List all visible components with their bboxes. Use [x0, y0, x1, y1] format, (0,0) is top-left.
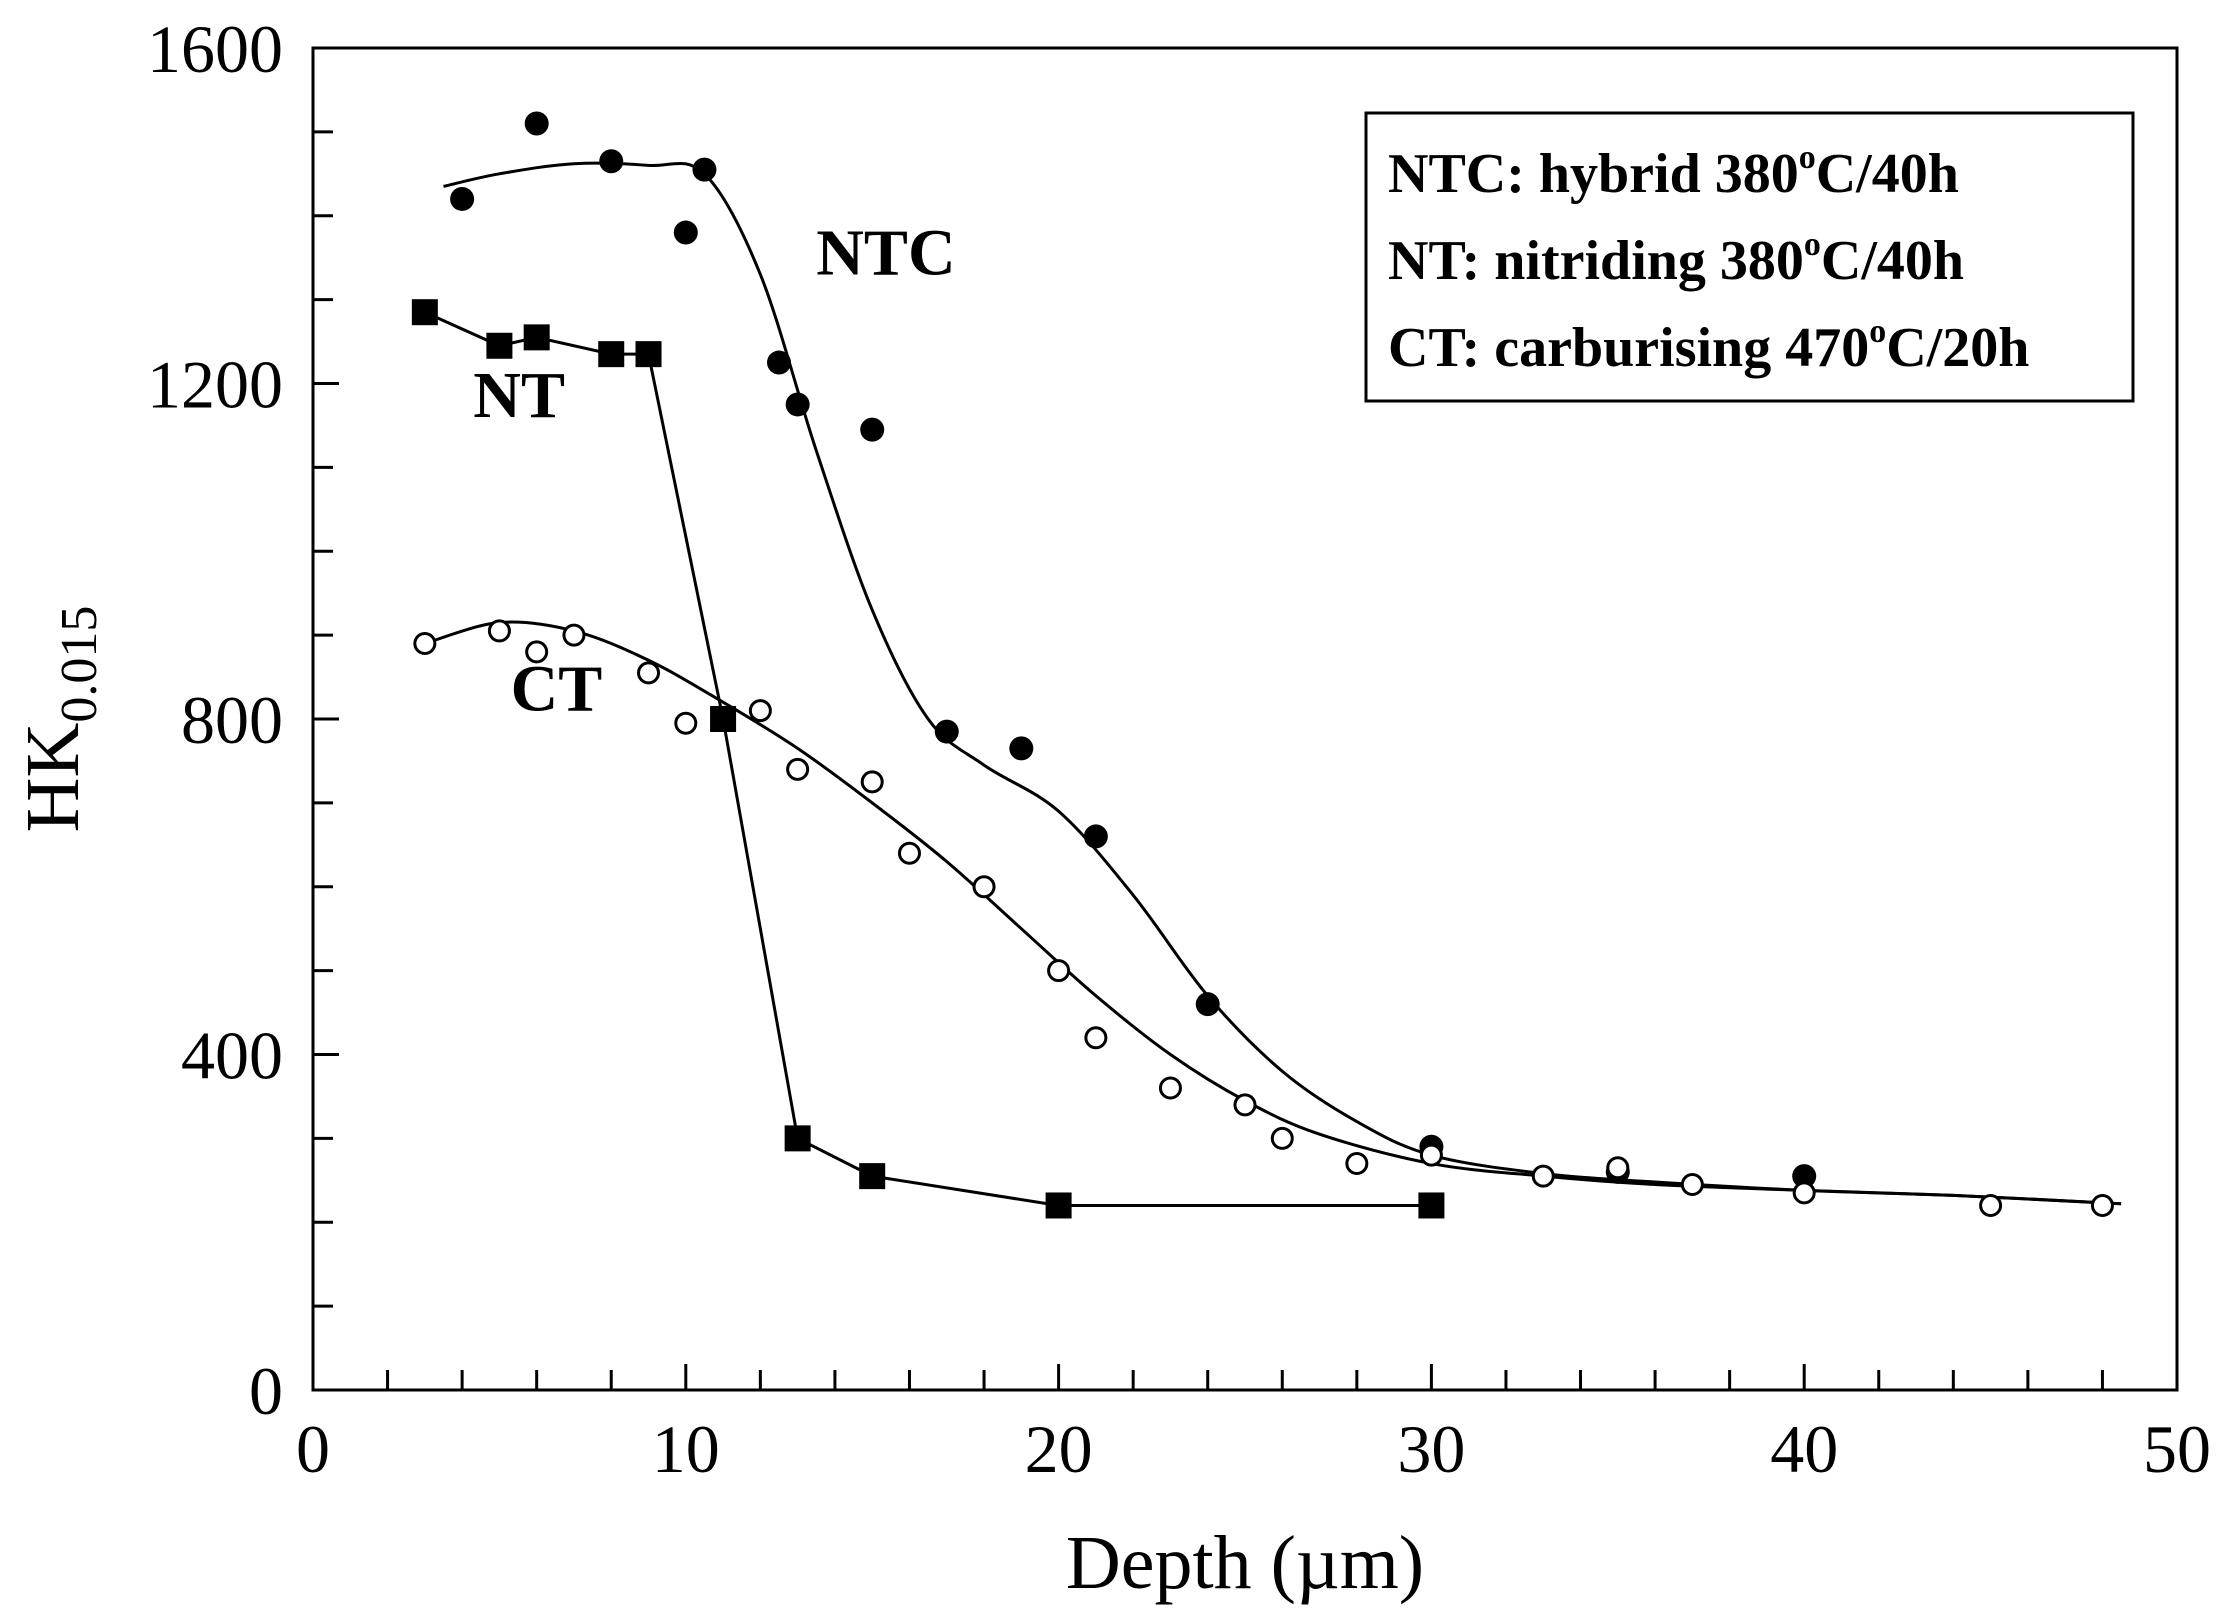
legend-entry-nt-label: NT: nitriding 380	[1388, 230, 1804, 292]
series-ntc-point	[1009, 736, 1034, 761]
legend-entry-ntc-sup: o	[1799, 139, 1816, 176]
label-layer: 0 10 20 30 40 50 0 400 800 1200 1600 NTC NT CT	[147, 11, 2211, 1487]
series-ct-point	[1531, 1164, 1555, 1188]
series-ct-point	[1158, 1076, 1182, 1100]
series-ct-point	[562, 623, 586, 647]
legend-entry-nt-sup: o	[1804, 226, 1821, 263]
legend-entry-ntc-suffix: C/40h	[1816, 143, 1959, 205]
series-ntc-point	[934, 719, 959, 744]
x-tick-label: 0	[296, 1411, 330, 1487]
series-ntc-point	[1792, 1164, 1817, 1189]
series-ct-point	[972, 875, 996, 899]
x-tick-label: 30	[1397, 1411, 1465, 1487]
series-ct-point	[748, 699, 772, 723]
series-ct-fit-line	[424, 620, 2122, 1206]
x-tick-label: 50	[2143, 1411, 2211, 1487]
y-axis-title-main: HK	[11, 723, 95, 833]
x-axis-title: Depth (µm)	[1066, 1521, 1424, 1605]
legend-entry-ntc: NTC: hybrid 380oC/40h	[1388, 139, 1959, 205]
series-ntc-point	[692, 157, 717, 182]
series-ct-point	[1792, 1181, 1816, 1205]
series-ct-point	[1419, 1143, 1443, 1167]
x-tick-label: 10	[652, 1411, 720, 1487]
series-ct-point	[413, 632, 437, 656]
series-nt	[411, 299, 1445, 1219]
series-label-ntc: NTC	[816, 216, 955, 289]
legend-entry-ct-label: CT: carburising 470	[1388, 317, 1869, 379]
series-ct-point	[786, 757, 810, 781]
legend-entry-ct-sup: o	[1869, 313, 1886, 350]
series-ntc-point	[860, 417, 885, 442]
series-nt-line	[424, 310, 1432, 1207]
series-nt-point	[1045, 1192, 1072, 1219]
series-ntc-point	[785, 392, 810, 417]
series-ct	[413, 619, 2122, 1217]
series-ntc-point	[767, 350, 791, 375]
series-nt-point	[859, 1163, 886, 1190]
series-ct-point	[487, 619, 511, 643]
y-tick-label: 1600	[147, 11, 283, 87]
x-tick-label: 20	[1025, 1411, 1093, 1487]
series-ct-point	[1606, 1156, 1630, 1180]
legend-entry-ct: CT: carburising 470oC/20h	[1388, 313, 2029, 379]
series-ct-point	[1233, 1093, 1257, 1117]
series-nt-point	[486, 332, 513, 359]
series-ct-point	[1047, 959, 1071, 983]
series-ct-point	[1680, 1173, 1704, 1197]
series-nt-point	[784, 1125, 811, 1152]
y-tick-label: 800	[181, 682, 283, 758]
series-ntc-point	[1083, 824, 1108, 849]
series-ct-point	[1979, 1193, 2003, 1217]
legend-entry-ct-suffix: C/20h	[1886, 317, 2029, 379]
legend: NTC: hybrid 380oC/40h NT: nitriding 380o…	[1364, 111, 2135, 403]
x-tick-label: 40	[1770, 1411, 1838, 1487]
series-ntc-point	[673, 220, 698, 245]
series-ct-point	[1084, 1026, 1108, 1050]
series-label-nt: NT	[473, 359, 565, 432]
y-axis-title: HK0.015	[11, 606, 108, 833]
tick-layer	[313, 130, 2104, 1390]
series-ntc-point	[1195, 992, 1220, 1017]
series-ct-point	[897, 841, 921, 865]
legend-entry-nt: NT: nitriding 380oC/40h	[1388, 226, 1964, 292]
plot-frame	[311, 46, 2179, 1392]
legend-entry-nt-suffix: C/40h	[1821, 230, 1964, 292]
series-ct-point	[1345, 1152, 1369, 1176]
series-nt-point	[598, 341, 625, 368]
series-ntc-point	[450, 186, 475, 211]
series-layer	[411, 111, 2122, 1219]
series-ct-point	[860, 770, 884, 794]
series-nt-point	[411, 299, 438, 326]
series-nt-point	[635, 341, 662, 368]
y-tick-label: 1200	[147, 347, 283, 423]
series-ct-point	[525, 640, 549, 664]
series-ntc	[443, 111, 2122, 1206]
series-ntc-point	[599, 149, 624, 174]
series-ct-point	[1270, 1126, 1294, 1150]
series-ct-point	[674, 711, 698, 735]
legend-box	[1364, 111, 2135, 403]
legend-entry-ntc-label: NTC: hybrid 380	[1388, 143, 1799, 205]
series-ct-point	[637, 661, 661, 685]
y-tick-label: 400	[181, 1018, 283, 1094]
y-tick-label: 0	[249, 1353, 283, 1429]
series-ntc-point	[524, 111, 549, 136]
series-nt-point	[710, 706, 737, 732]
series-label-ct: CT	[511, 653, 603, 726]
series-ct-point	[2090, 1193, 2114, 1217]
series-nt-point	[1418, 1192, 1445, 1219]
y-axis-title-subscript: 0.015	[51, 606, 108, 723]
series-nt-point	[523, 324, 550, 351]
